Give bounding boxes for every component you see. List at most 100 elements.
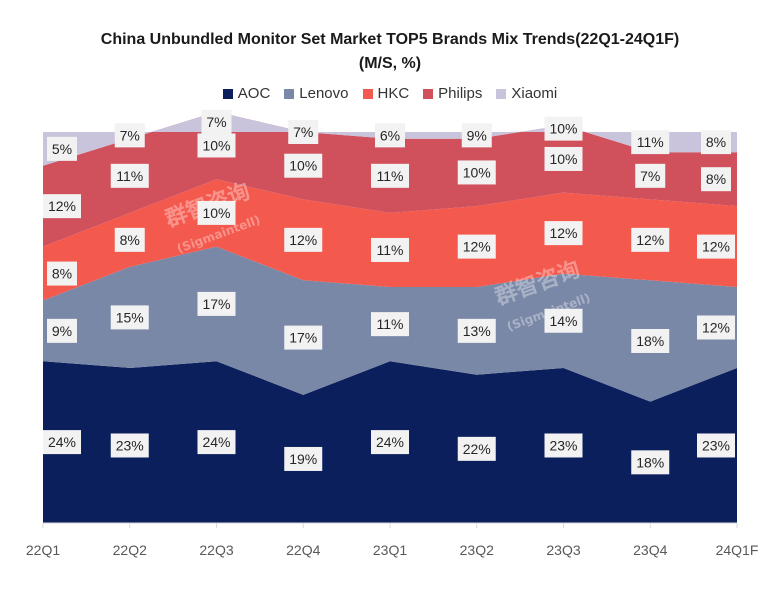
data-label-hkc-23q4: 12% — [631, 227, 670, 252]
legend-swatch-lenovo — [284, 88, 295, 99]
x-tick-label-22q3: 22Q3 — [199, 542, 233, 558]
data-label-hkc-23q2: 12% — [457, 234, 496, 259]
data-label-text: 8% — [706, 171, 726, 187]
data-label-box — [544, 146, 583, 171]
data-label-hkc-23q3: 12% — [544, 221, 583, 246]
data-label-box — [288, 120, 319, 144]
data-label-text: 12% — [549, 225, 577, 241]
data-label-box — [197, 430, 236, 455]
data-label-text: 11% — [377, 316, 404, 332]
data-label-aoc-22q2: 23% — [110, 433, 149, 458]
data-label-lenovo-22q2: 15% — [110, 305, 149, 330]
data-label-text: 10% — [202, 205, 230, 221]
data-label-philips-22q2: 11% — [110, 163, 149, 188]
data-label-box — [631, 328, 670, 353]
legend-label-aoc: AOC — [237, 85, 271, 102]
data-label-box — [47, 136, 77, 161]
x-tick-label-24q1f: 24Q1F — [716, 542, 759, 558]
data-label-box — [457, 234, 496, 259]
legend-label-lenovo: Lenovo — [299, 85, 349, 102]
data-label-lenovo-23q3: 14% — [544, 308, 583, 333]
data-label-text: 7% — [206, 114, 226, 130]
data-label-aoc-23q1: 24% — [371, 430, 409, 455]
data-label-xiaomi-23q4: 11% — [631, 130, 670, 155]
legend-label-hkc: HKC — [377, 85, 410, 102]
legend-item-philips: Philips — [423, 85, 482, 102]
data-label-philips-22q1: 12% — [43, 194, 81, 219]
data-label-box — [544, 116, 583, 141]
data-label-box — [544, 221, 583, 246]
data-label-aoc-22q1: 24% — [43, 430, 81, 455]
data-label-text: 17% — [289, 330, 317, 346]
legend-label-xiaomi: Xiaomi — [511, 85, 558, 102]
data-label-text: 18% — [636, 333, 664, 349]
data-label-text: 11% — [377, 242, 404, 258]
chart-subtitle: (M/S, %) — [358, 55, 422, 72]
data-label-text: 13% — [463, 323, 491, 339]
x-axis-ticks: 22Q1 22Q2 22Q3 22Q4 23Q1 23Q2 23Q3 23Q4 24Q1F — [26, 522, 759, 558]
data-label-box — [371, 163, 409, 188]
data-label-xiaomi-22q2: 7% — [114, 123, 145, 148]
chart-title: China Unbundled Monitor Set Market TOP5 … — [100, 31, 680, 48]
legend-swatch-xiaomi — [496, 88, 507, 99]
data-label-text: 12% — [702, 239, 730, 255]
data-label-box — [47, 318, 77, 343]
x-tick-label-22q1: 22Q1 — [26, 542, 60, 558]
data-label-hkc-22q2: 8% — [114, 227, 145, 252]
x-tick-label-23q4: 23Q4 — [633, 542, 667, 558]
data-label-philips-23q2: 10% — [457, 160, 496, 185]
data-label-box — [544, 433, 583, 458]
data-label-text: 10% — [202, 137, 230, 153]
data-label-box — [457, 436, 496, 461]
legend-item-xiaomi: Xiaomi — [496, 85, 557, 102]
data-label-box — [697, 234, 735, 259]
data-label-philips-23q4: 7% — [635, 163, 666, 188]
data-label-hkc-22q1: 8% — [47, 261, 77, 286]
data-label-text: 11% — [116, 168, 143, 184]
data-label-text: 15% — [116, 309, 144, 325]
data-label-box — [197, 133, 236, 158]
data-label-lenovo-23q2: 13% — [457, 318, 496, 343]
data-label-box — [284, 446, 323, 471]
data-label-text: 10% — [549, 151, 577, 167]
legend-swatch-philips — [423, 88, 434, 99]
data-label-box — [371, 237, 409, 262]
data-label-aoc-24q1f: 23% — [697, 433, 735, 458]
data-label-box — [43, 194, 81, 219]
data-label-box — [631, 130, 670, 155]
data-label-text: 7% — [640, 168, 660, 184]
data-label-text: 11% — [637, 134, 664, 150]
data-label-xiaomi-23q2: 9% — [461, 123, 492, 148]
data-label-text: 23% — [549, 437, 577, 453]
data-label-philips-23q3: 10% — [544, 146, 583, 171]
data-label-text: 24% — [48, 434, 76, 450]
data-label-text: 9% — [467, 127, 487, 143]
data-label-hkc-22q3: 10% — [197, 200, 236, 225]
data-label-text: 6% — [380, 127, 400, 143]
chart-legend: AOC Lenovo HKC Philips Xiaomi — [0, 85, 780, 102]
data-label-box — [457, 160, 496, 185]
data-label-box — [284, 153, 323, 178]
data-label-text: 9% — [52, 323, 72, 339]
x-tick-label-23q2: 23Q2 — [460, 542, 494, 558]
data-label-text: 17% — [202, 296, 230, 312]
data-label-text: 8% — [120, 232, 140, 248]
legend-item-lenovo: Lenovo — [284, 85, 349, 102]
data-label-xiaomi-24q1f: 8% — [701, 130, 731, 155]
data-label-text: 22% — [463, 441, 491, 457]
data-label-text: 5% — [52, 141, 72, 157]
data-label-text: 12% — [702, 320, 730, 336]
data-label-box — [371, 430, 409, 455]
x-tick-label-23q1: 23Q1 — [373, 542, 407, 558]
data-label-hkc-24q1f: 12% — [697, 234, 735, 259]
data-label-box — [371, 312, 409, 337]
data-label-xiaomi-23q3: 10% — [544, 116, 583, 141]
data-label-aoc-23q3: 23% — [544, 433, 583, 458]
data-label-box — [284, 227, 323, 252]
data-label-philips-22q4: 10% — [284, 153, 323, 178]
data-label-lenovo-22q4: 17% — [284, 325, 323, 350]
data-label-box — [461, 123, 492, 148]
data-label-text: 10% — [463, 164, 491, 180]
data-label-text: 18% — [636, 454, 664, 470]
